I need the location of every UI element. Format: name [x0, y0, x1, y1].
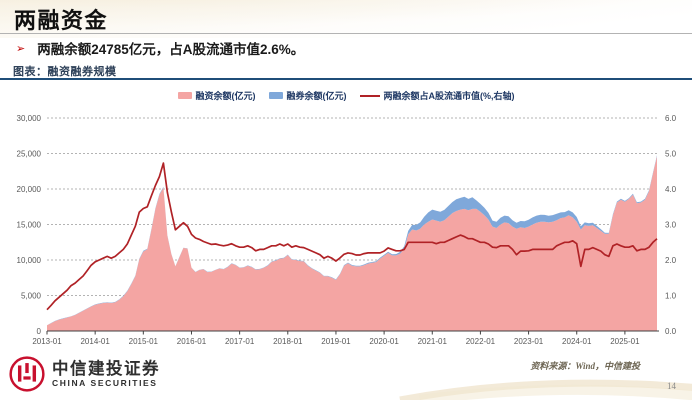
legend-item-financing: 融资余额(亿元): [177, 89, 256, 102]
x-tick-label: 2015-01: [129, 337, 159, 346]
x-tick-label: 2020-01: [369, 337, 399, 346]
financing-balance-area: [47, 156, 657, 331]
y-left-tick-label: 20,000: [17, 185, 42, 194]
ratio-line-swatch: [359, 94, 380, 97]
x-tick-label: 2025-01: [610, 337, 640, 346]
background-swoosh-top: [0, 0, 692, 38]
bullet-arrow-icon: ➢: [16, 43, 26, 55]
legend-item-securities-lending: 融券余额(亿元): [268, 89, 347, 102]
legend-item-ratio: 两融余额占A股流通市值(%,右轴): [359, 89, 515, 102]
y-right-tick-label: 4.0: [665, 185, 677, 194]
x-tick-label: 2014-01: [80, 337, 110, 346]
y-left-tick-label: 0: [37, 327, 42, 336]
y-right-tick-label: 6.0: [665, 114, 677, 123]
csc-logo-icon: [9, 356, 45, 392]
page-title: 两融资金: [14, 8, 109, 33]
logo-text: 中信建投证券 CHINA SECURITIES: [52, 360, 160, 388]
y-left-tick-label: 30,000: [17, 114, 42, 123]
legend-label: 融券余额(亿元): [286, 91, 347, 101]
y-right-tick-label: 3.0: [665, 221, 677, 230]
y-right-tick-label: 5.0: [665, 150, 677, 159]
x-tick-label: 2019-01: [321, 337, 351, 346]
financing-area-swatch: [177, 92, 192, 99]
y-right-tick-label: 2.0: [665, 256, 677, 265]
x-tick-label: 2016-01: [177, 337, 207, 346]
logo-text-en: CHINA SECURITIES: [52, 378, 158, 388]
y-right-tick-label: 0.0: [665, 327, 677, 336]
x-tick-label: 2013-01: [32, 337, 62, 346]
legend-label: 两融余额占A股流通市值(%,右轴): [383, 91, 515, 101]
y-left-tick-label: 10,000: [17, 256, 42, 265]
x-tick-label: 2023-01: [514, 337, 544, 346]
x-tick-label: 2024-01: [562, 337, 592, 346]
source-note: 资料来源：Wind，中信建投: [530, 361, 640, 371]
bullet-text: 两融余额24785亿元，占A股流通市值2.6%。: [37, 42, 305, 57]
legend-label: 融资余额(亿元): [195, 91, 256, 101]
y-left-tick-label: 15,000: [17, 221, 42, 230]
securities-lending-area-swatch: [268, 92, 283, 99]
y-left-tick-label: 25,000: [17, 150, 42, 159]
figure-caption: 图表：融资融券规模: [13, 66, 117, 78]
x-tick-label: 2022-01: [466, 337, 496, 346]
company-logo: 中信建投证券 CHINA SECURITIES: [8, 355, 160, 393]
x-tick-label: 2018-01: [273, 337, 303, 346]
chart-legend: 融资余额(亿元) 融券余额(亿元) 两融余额占A股流通市值(%,右轴): [0, 89, 692, 102]
x-tick-label: 2017-01: [225, 337, 255, 346]
title-divider: [0, 33, 692, 34]
x-tick-label: 2021-01: [418, 337, 448, 346]
y-right-tick-label: 1.0: [665, 292, 677, 301]
page-number: 14: [667, 381, 676, 391]
key-point: ➢ 两融余额24785亿元，占A股流通市值2.6%。: [16, 41, 304, 58]
ratio-line: [46, 162, 658, 311]
logo-text-cn: 中信建投证券: [52, 360, 160, 378]
y-left-tick-label: 5,000: [21, 292, 42, 301]
margin-balance-chart: 0 5,000 10,000 15,000 20,000 25,000 30,000 0.0 1…: [17, 114, 677, 346]
section-divider: [0, 78, 692, 80]
